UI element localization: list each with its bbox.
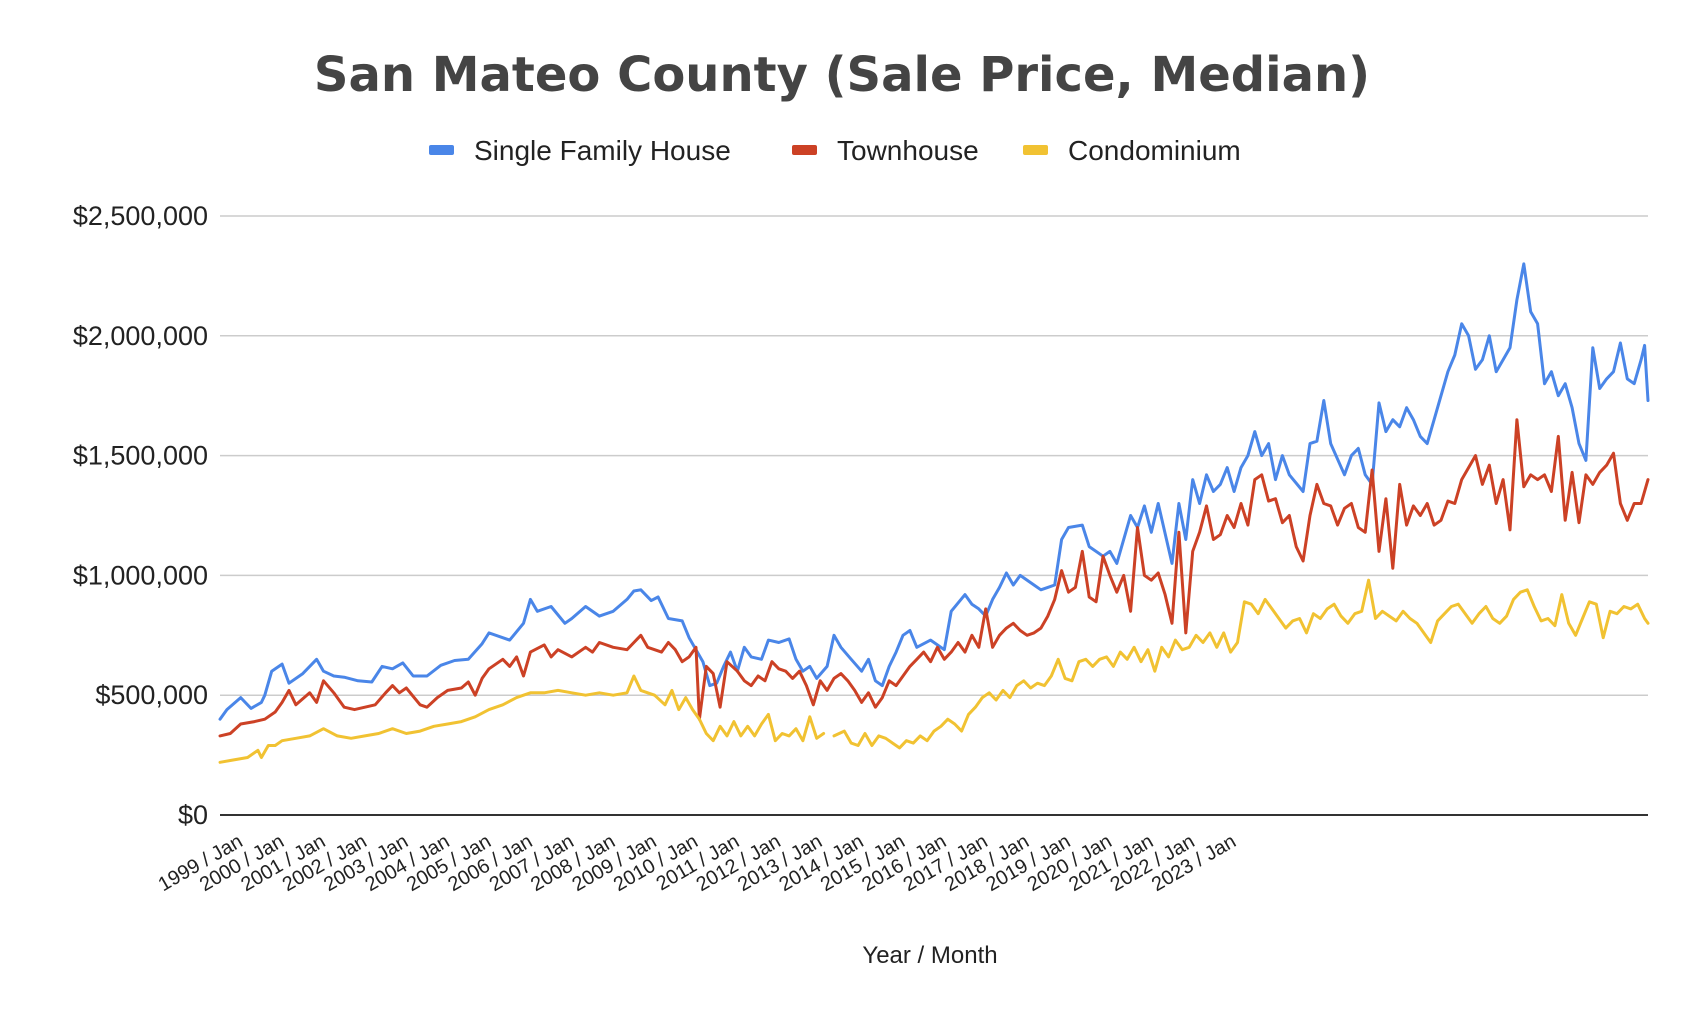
gridlines (220, 215, 1648, 696)
y-tick-label: $2,000,000 (73, 321, 208, 351)
series-line-townhouse (218, 418, 1650, 738)
y-tick-label: $1,500,000 (73, 441, 208, 471)
legend-label-condominium: Condominium (1068, 135, 1241, 166)
legend-label-townhouse: Townhouse (837, 135, 979, 166)
legend: Single Family House Townhouse Condominiu… (429, 135, 1241, 166)
y-tick-label: $0 (178, 800, 208, 830)
x-axis-title: Year / Month (862, 942, 997, 969)
chart-title: San Mateo County (Sale Price, Median) (314, 47, 1370, 103)
legend-item-townhouse[interactable]: Townhouse (792, 135, 979, 166)
series-line-condominium (218, 578, 1650, 764)
y-tick-label: $2,500,000 (73, 201, 208, 231)
legend-swatch-single-family-house (429, 145, 454, 155)
axes: $0 $500,000 $1,000,000 $1,500,000 $2,000,000… (73, 201, 1648, 896)
y-tick-label: $500,000 (95, 680, 208, 710)
y-tick-label: $1,000,000 (73, 560, 208, 590)
legend-item-single-family-house[interactable]: Single Family House (429, 135, 731, 166)
legend-label-single-family-house: Single Family House (474, 135, 731, 166)
legend-swatch-condominium (1023, 145, 1048, 155)
legend-item-condominium[interactable]: Condominium (1023, 135, 1241, 166)
series-line-single-family-house (218, 262, 1650, 721)
series-lines (218, 262, 1650, 764)
legend-swatch-townhouse (792, 145, 817, 155)
